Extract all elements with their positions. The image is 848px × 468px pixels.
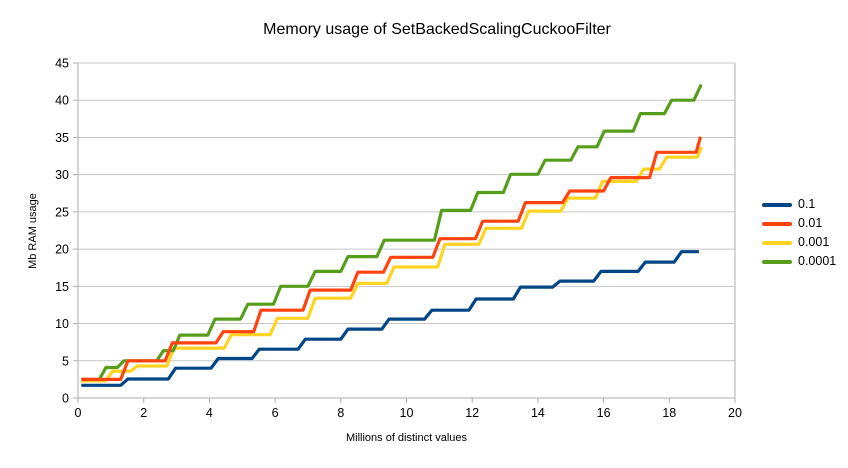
x-tick-label: 6 (272, 406, 279, 420)
chart-title: Memory usage of SetBackedScalingCuckooFi… (263, 21, 611, 38)
y-tick-label: 0 (62, 392, 69, 406)
x-tick-label: 8 (337, 406, 344, 420)
y-tick-label: 45 (55, 57, 69, 71)
y-tick-label: 25 (55, 205, 69, 219)
y-tick-label: 30 (55, 168, 69, 182)
legend-swatch-0.01 (762, 221, 792, 226)
series-line-0.1 (81, 250, 699, 387)
y-tick-label: 15 (55, 280, 69, 294)
series-line-0.001 (81, 146, 703, 383)
legend-swatch-0.001 (762, 240, 792, 245)
x-tick-label: 0 (75, 406, 82, 420)
x-tick-label: 2 (140, 406, 147, 420)
legend-label: 0.0001 (798, 254, 837, 268)
x-tick-label: 16 (597, 406, 611, 420)
y-tick-label: 20 (55, 243, 69, 257)
x-tick-label: 12 (465, 406, 479, 420)
legend-item-0.001: 0.001 (762, 236, 836, 249)
legend-item-0.0001: 0.0001 (762, 255, 836, 268)
y-tick-label: 5 (62, 354, 69, 368)
x-axis-label: Millions of distinct values (345, 432, 468, 444)
y-tick-label: 10 (55, 317, 69, 331)
series-line-0.01 (81, 136, 703, 381)
legend-swatch-0.0001 (762, 259, 792, 264)
x-tick-label: 4 (206, 406, 213, 420)
y-tick-label: 35 (55, 131, 69, 145)
legend-item-0.1: 0.1 (762, 198, 836, 211)
x-tick-label: 14 (531, 406, 545, 420)
series-line-0.0001 (81, 83, 703, 381)
x-tick-label: 10 (400, 406, 414, 420)
y-tick-label: 40 (55, 94, 69, 108)
legend-label: 0.01 (798, 216, 823, 230)
legend-label: 0.1 (798, 197, 816, 211)
legend-item-0.01: 0.01 (762, 217, 836, 230)
x-tick-label: 20 (728, 406, 742, 420)
legend-swatch-0.1 (762, 202, 792, 207)
legend: 0.1 0.01 0.001 0.0001 (762, 198, 836, 268)
legend-label: 0.001 (798, 235, 830, 249)
x-tick-label: 18 (662, 406, 676, 420)
